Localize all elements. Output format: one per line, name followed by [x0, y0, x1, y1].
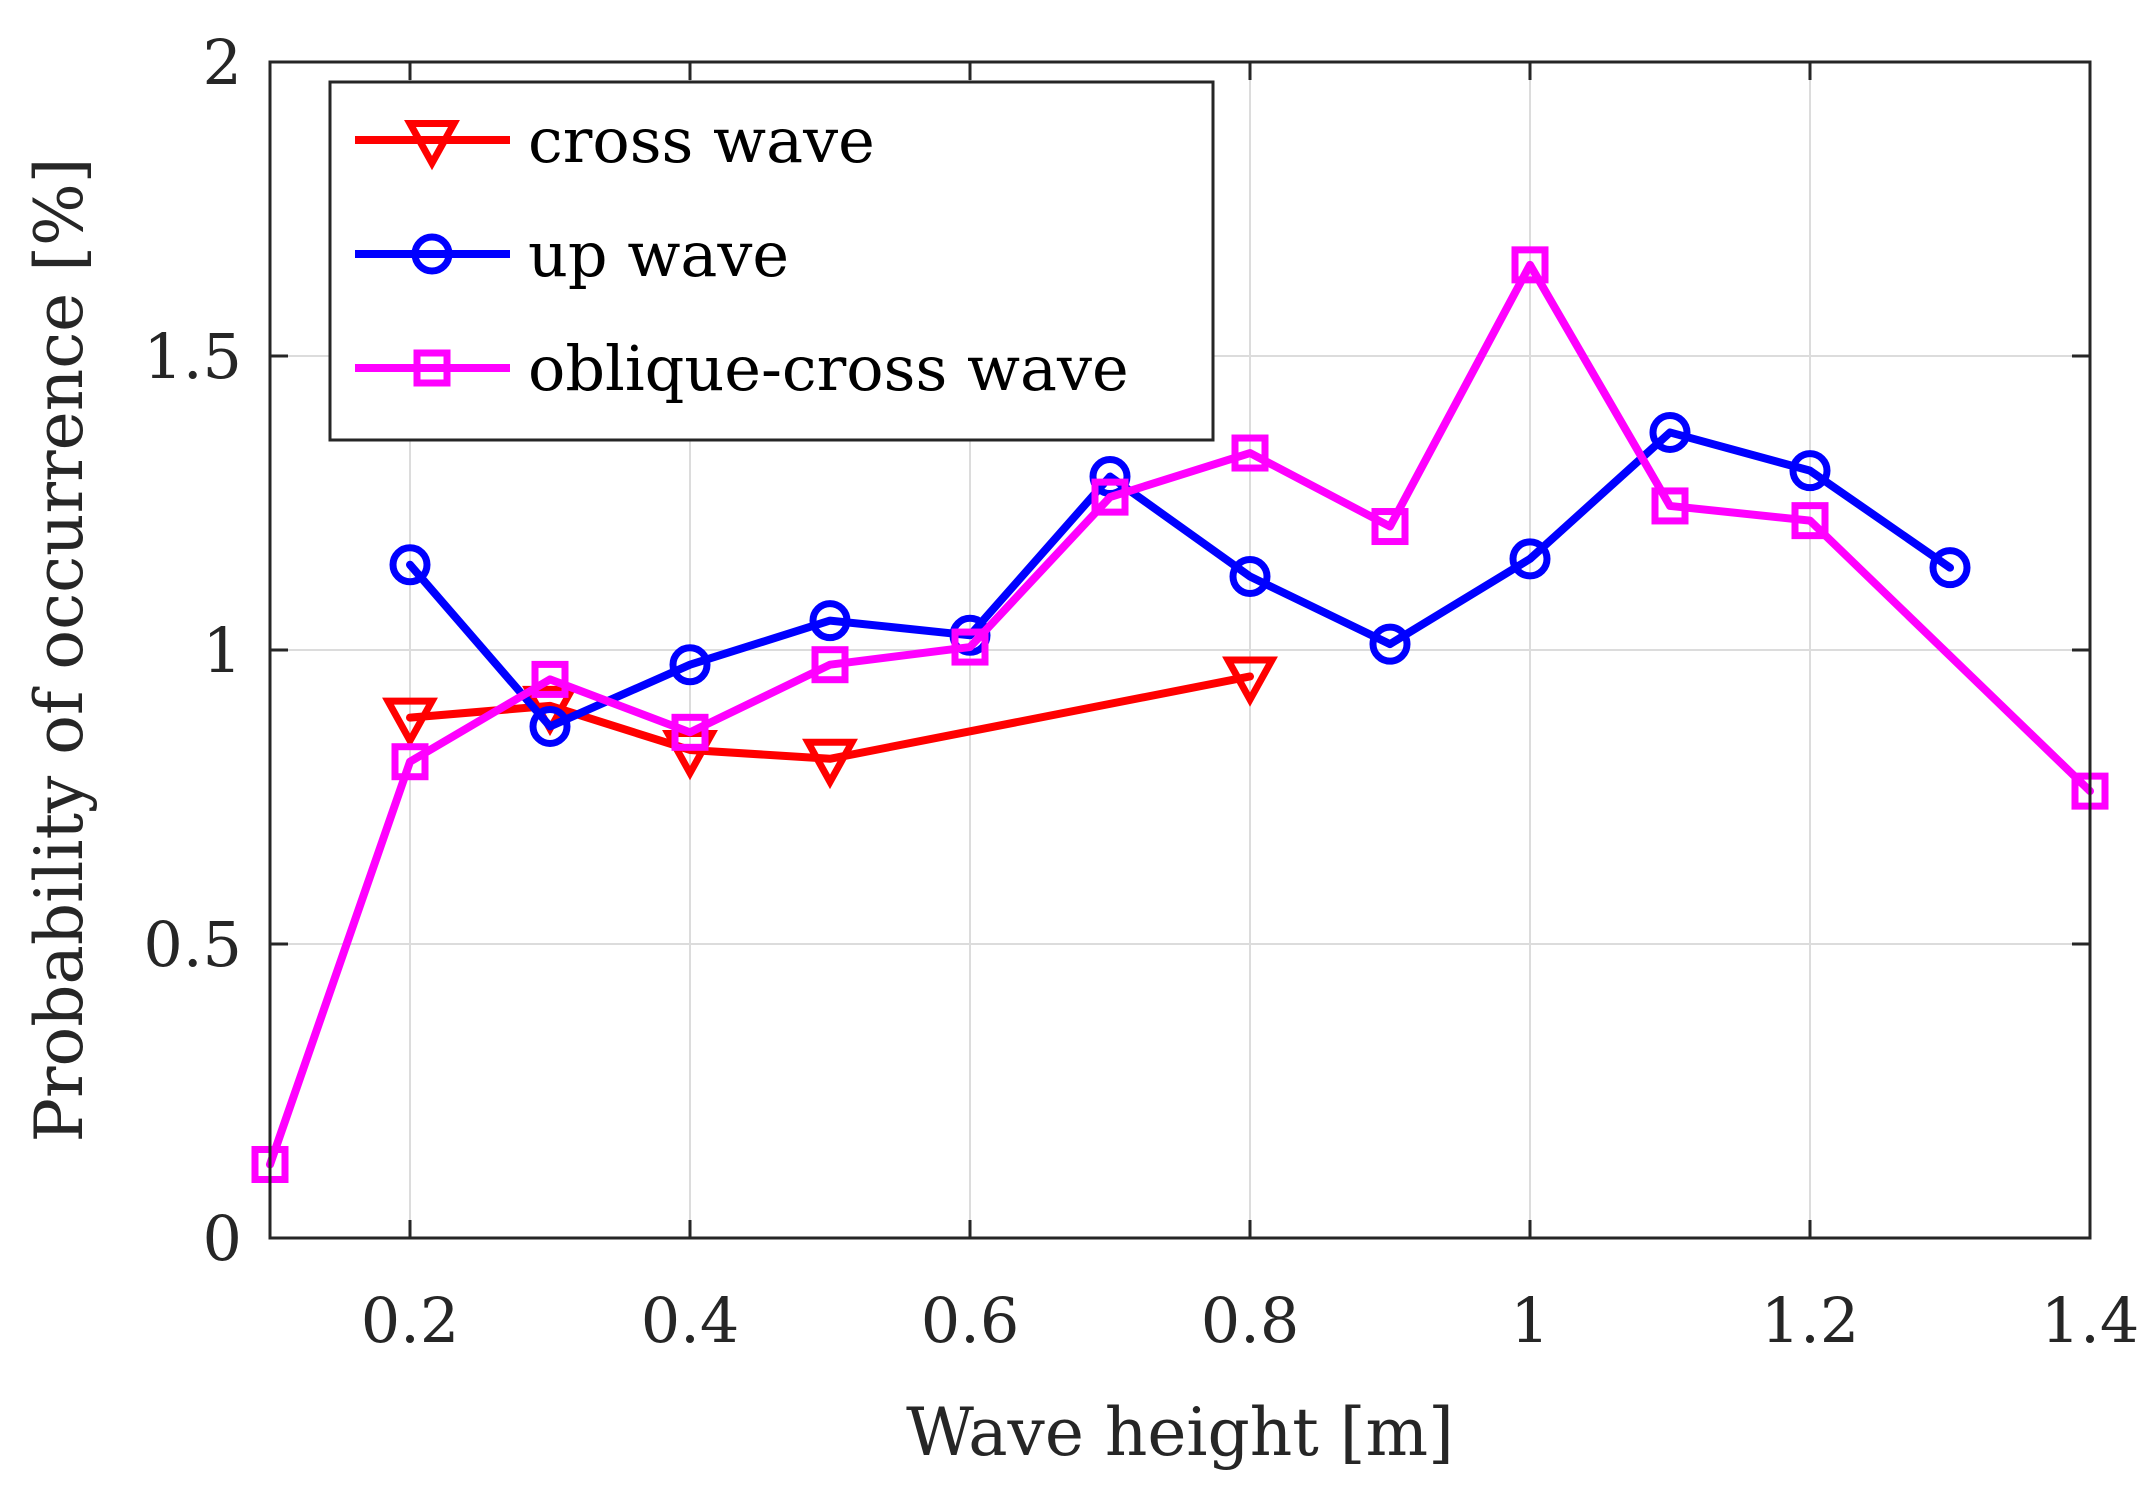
- legend-label: up wave: [528, 218, 789, 291]
- marker-circle: [389, 544, 431, 586]
- legend-label: oblique-cross wave: [528, 332, 1129, 405]
- y-tick-label: 0.5: [143, 908, 242, 981]
- legend-item: up wave: [355, 218, 789, 291]
- marker-square: [951, 628, 989, 666]
- marker-circle: [529, 705, 571, 747]
- marker-square: [1791, 502, 1829, 540]
- y-axis-label: Probability of occurrence [%]: [21, 158, 98, 1143]
- marker-square: [811, 646, 849, 684]
- y-tick-label: 1: [203, 614, 242, 687]
- tick-labels: 0.2 0.4 0.6 0.8 1 1.2 1.4 0 0.5 1 1.5 2: [143, 26, 2139, 1357]
- marker-circle: [1509, 538, 1551, 580]
- marker-triangle-down: [1222, 656, 1278, 707]
- marker-square: [391, 743, 429, 781]
- marker-circle: [1369, 623, 1411, 665]
- y-tick-label: 0: [203, 1202, 242, 1275]
- marker-triangle-down: [404, 120, 460, 171]
- marker-triangle-down: [382, 697, 438, 748]
- legend-item: cross wave: [355, 104, 875, 177]
- x-tick-label: 1: [1510, 1284, 1549, 1357]
- marker-circle: [1649, 411, 1691, 453]
- marker-circle: [1929, 547, 1971, 589]
- series-line: [266, 260, 2094, 1169]
- x-tick-label: 0.8: [1201, 1284, 1300, 1357]
- series-up-wave: [389, 411, 1971, 747]
- legend-item: oblique-cross wave: [355, 332, 1129, 405]
- x-tick-label: 1.2: [1761, 1284, 1860, 1357]
- marker-square: [413, 349, 451, 387]
- marker-circle: [1789, 450, 1831, 492]
- x-tick-label: 0.6: [921, 1284, 1020, 1357]
- marker-square: [1231, 434, 1269, 472]
- marker-circle: [669, 644, 711, 686]
- marker-square: [1371, 508, 1409, 546]
- axis-ticks: [270, 60, 2092, 1240]
- marker-square: [1091, 478, 1129, 516]
- marker-triangle-down: [802, 738, 858, 790]
- marker-square: [531, 660, 569, 698]
- marker-square: [1651, 487, 1689, 525]
- marker-square: [1511, 246, 1549, 284]
- legend-label: cross wave: [528, 104, 875, 177]
- marker-circle: [809, 600, 851, 642]
- x-tick-label: 1.4: [2041, 1284, 2140, 1357]
- marker-circle: [411, 233, 453, 275]
- marker-square: [671, 713, 709, 751]
- x-axis-label: Wave height [m]: [906, 1394, 1454, 1471]
- x-tick-label: 0.2: [361, 1284, 460, 1357]
- y-tick-label: 2: [203, 26, 242, 99]
- series-line: [406, 428, 1954, 731]
- marker-circle: [1229, 556, 1271, 597]
- legend: cross wave up wave oblique-cross wave: [328, 80, 1215, 442]
- x-tick-label: 0.4: [641, 1284, 740, 1357]
- series-layer: [251, 246, 2109, 1183]
- y-tick-label: 1.5: [143, 320, 242, 393]
